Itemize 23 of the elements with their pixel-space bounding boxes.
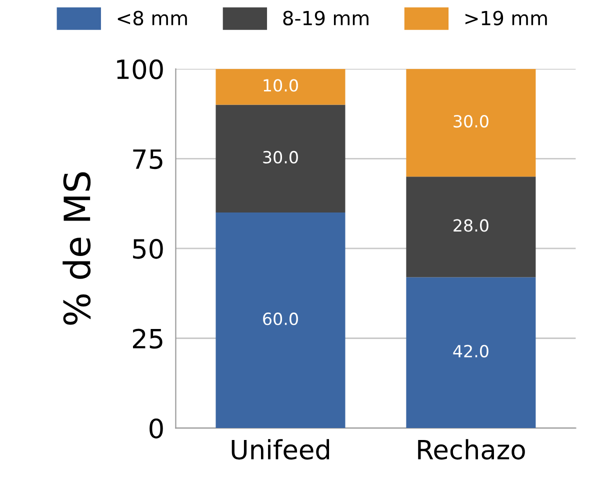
legend-label: 8-19 mm	[283, 10, 368, 26]
y-axis-title: % de MS	[62, 172, 91, 325]
data-label: 30.0	[454, 114, 488, 128]
x-tick-label: Unifeed	[232, 439, 330, 460]
x-tick-label: Rechazo	[418, 439, 525, 460]
data-label: 10.0	[264, 79, 298, 92]
bar	[216, 212, 346, 428]
y-tick-label: 0	[150, 418, 163, 438]
y-tick-label: 25	[132, 328, 162, 349]
y-tick-label: 75	[133, 149, 162, 170]
legend-label: >19 mm	[465, 10, 547, 26]
y-tick-label: 100	[117, 59, 163, 80]
bar	[216, 68, 346, 105]
bar	[406, 68, 536, 177]
data-label: 30.0	[263, 150, 298, 164]
data-label: 60.0	[263, 312, 298, 326]
bar	[216, 104, 346, 213]
data-label: 28.0	[454, 219, 488, 232]
y-tick-label: 50	[133, 238, 163, 259]
data-label: 42.0	[453, 344, 488, 358]
bar	[406, 176, 536, 278]
legend-label: <8 mm	[118, 10, 187, 26]
bar	[406, 277, 536, 428]
